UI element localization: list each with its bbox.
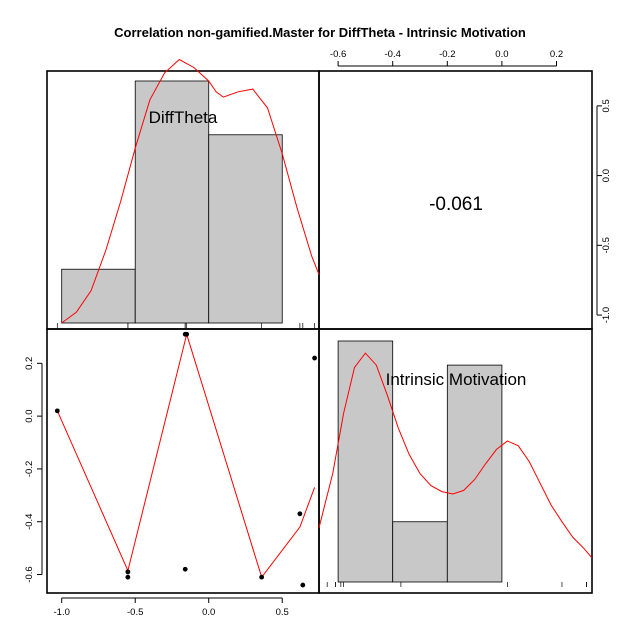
x-axis-tick-label: -0.5 — [127, 607, 143, 618]
top-axis-tick-label: 0.0 — [495, 49, 508, 60]
right-axis-tick-label: 0.5 — [601, 99, 612, 112]
histogram-bar — [208, 134, 283, 324]
var-label-intrinsic-motivation: Intrinsic Motivation — [386, 370, 527, 389]
right-axis-tick-label: 0.0 — [601, 169, 612, 182]
histogram-bar — [446, 364, 503, 583]
x-axis-tick-label: 0.0 — [202, 607, 215, 618]
right-axis-tick-label: -0.5 — [601, 237, 612, 253]
top-axis-tick-label: 0.2 — [550, 49, 563, 60]
y-axis-tick-label: -0.4 — [24, 514, 35, 530]
y-axis-tick-label: -0.6 — [24, 566, 35, 582]
y-axis-tick-label: 0.2 — [24, 357, 35, 370]
scatter-point — [312, 355, 317, 361]
panel-bottom-right — [318, 328, 593, 594]
x-axis-tick-label: 0.5 — [276, 607, 289, 618]
smoother-line — [56, 332, 316, 579]
histogram-bar — [134, 80, 210, 324]
scatter-point — [125, 569, 131, 575]
scatter-plot — [54, 331, 317, 588]
panel-bottom-left — [46, 328, 320, 594]
scatter-point — [125, 574, 131, 580]
intrinsic-motivation-histogram — [318, 340, 593, 587]
scatter-point — [300, 582, 306, 588]
axes: -1.0 -0.5 0.0 0.5 -0.6 -0.4 -0.2 0.0 0.2 -0.6 -0.4… — [24, 49, 612, 618]
y-axis-tick-label: -0.2 — [24, 461, 35, 477]
top-axis-tick-label: -0.4 — [385, 49, 401, 60]
histogram-bar — [337, 340, 394, 583]
var-label-diffTheta: DiffTheta — [149, 108, 218, 127]
scatter-point — [259, 574, 265, 580]
right-axis-tick-label: -1.0 — [601, 307, 612, 323]
diffTheta-histogram — [56, 58, 320, 328]
x-axis-tick-label: -1.0 — [54, 607, 70, 618]
top-axis-tick-label: -0.6 — [330, 49, 346, 60]
y-axis-tick-label: 0.0 — [24, 410, 35, 423]
chart-title: Correlation non-gamified.Master for Diff… — [114, 25, 526, 40]
correlation-value: -0.061 — [429, 194, 483, 215]
histogram-bar — [392, 521, 448, 583]
density-curve — [61, 58, 320, 324]
scatter-point — [297, 511, 303, 517]
scatter-point — [182, 566, 188, 572]
top-axis-tick-label: -0.2 — [439, 49, 455, 60]
scatter-point — [54, 408, 60, 414]
scatter-point — [184, 331, 190, 337]
density-curve — [318, 352, 593, 559]
